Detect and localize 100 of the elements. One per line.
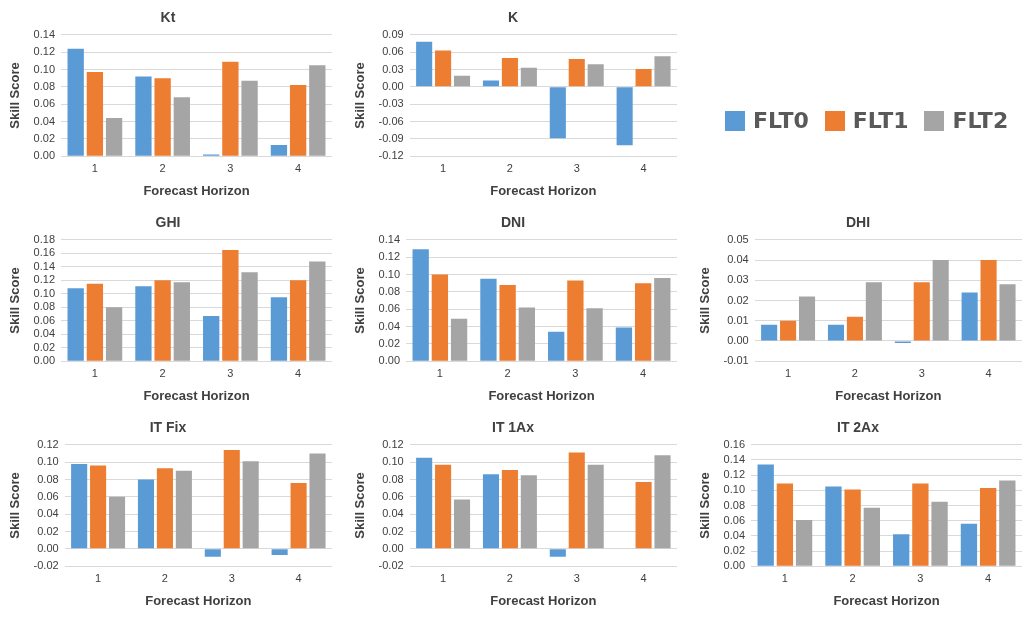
bar <box>912 483 929 566</box>
y-tick-label: 0.04 <box>378 319 401 332</box>
bar <box>654 56 671 87</box>
chart-title: Kt <box>160 9 176 26</box>
bar <box>501 469 518 549</box>
x-tick-label: 1 <box>781 571 788 584</box>
bar <box>416 457 433 549</box>
bar <box>67 288 84 361</box>
y-tick-label: -0.03 <box>378 97 404 110</box>
y-tick-label: 0.03 <box>727 273 749 286</box>
x-tick-label: 2 <box>849 571 856 584</box>
x-axis-title: Forecast Horizon <box>835 387 942 403</box>
chart-title: GHI <box>155 214 181 231</box>
y-axis-title: Skill Score <box>697 267 713 334</box>
bar <box>587 64 604 87</box>
bar <box>86 283 104 361</box>
bar <box>137 479 155 549</box>
y-tick-label: -0.02 <box>33 559 59 572</box>
y-tick-label: 0.18 <box>33 232 56 245</box>
bar <box>453 499 471 549</box>
y-tick-label: 0.00 <box>382 79 404 92</box>
bar <box>241 272 258 361</box>
y-tick-label: 0.04 <box>382 507 404 520</box>
bar <box>108 496 126 549</box>
y-tick-label: 0.12 <box>378 250 401 263</box>
bar <box>761 324 778 341</box>
bar <box>203 316 220 361</box>
y-tick-label: 0.00 <box>727 334 749 346</box>
bar <box>999 284 1016 341</box>
x-tick-label: 3 <box>573 161 580 174</box>
x-axis-title: Forecast Horizon <box>490 182 597 198</box>
bar <box>416 41 433 87</box>
y-tick-label: 0.14 <box>378 232 401 245</box>
bar <box>846 316 863 341</box>
x-tick-label: 1 <box>440 161 447 174</box>
y-tick-label: 0.08 <box>382 472 404 485</box>
x-tick-label: 1 <box>91 161 98 174</box>
bar <box>435 50 452 87</box>
bar <box>242 461 259 549</box>
y-tick-label: 0.02 <box>33 340 56 353</box>
bar <box>979 488 997 566</box>
bar <box>893 534 910 566</box>
y-tick-label: 0.02 <box>723 544 746 557</box>
y-tick-label: 0.02 <box>37 524 59 537</box>
bar <box>549 87 566 139</box>
bar <box>798 296 816 341</box>
bar <box>980 260 997 341</box>
bar <box>960 523 978 566</box>
y-axis-title: Skill Score <box>7 62 23 129</box>
y-axis-title: Skill Score <box>352 62 368 129</box>
x-tick-label: 2 <box>161 571 168 584</box>
y-tick-label: 0.00 <box>33 149 56 162</box>
y-tick-label: -0.01 <box>723 354 749 367</box>
x-tick-label: 3 <box>228 571 235 584</box>
y-tick-label: 0.04 <box>727 253 749 266</box>
chart-title: K <box>507 9 519 26</box>
x-axis-title: Forecast Horizon <box>143 182 250 198</box>
y-tick-label: 0.09 <box>382 27 404 40</box>
bar <box>412 249 429 361</box>
x-tick-label: 2 <box>504 366 511 379</box>
bar <box>827 324 845 341</box>
y-tick-label: 0.06 <box>37 489 59 502</box>
y-tick-label: 0.06 <box>382 489 404 502</box>
y-tick-label: 0.12 <box>33 273 56 286</box>
x-tick-label: 3 <box>917 571 924 584</box>
y-tick-label: 0.12 <box>33 45 56 58</box>
y-tick-label: 0.10 <box>33 62 56 75</box>
legend-label: FLT2 <box>952 108 1009 133</box>
x-tick-label: 3 <box>227 161 234 174</box>
bar <box>844 489 861 566</box>
chart-title: DNI <box>500 214 526 231</box>
bar <box>86 72 104 156</box>
bar <box>173 282 190 361</box>
y-axis-title: Skill Score <box>7 472 23 539</box>
y-tick-label: 0.14 <box>33 27 56 40</box>
bar <box>154 280 171 361</box>
x-tick-label: 2 <box>506 571 513 584</box>
bar <box>309 453 326 549</box>
bar <box>309 65 326 156</box>
bar <box>932 260 949 341</box>
bar <box>520 67 537 87</box>
y-tick-label: 0.02 <box>378 336 401 349</box>
y-tick-label: 0.08 <box>723 498 746 511</box>
y-tick-label: 0.00 <box>378 354 401 367</box>
x-tick-label: 4 <box>640 366 647 379</box>
x-axis-title: Forecast Horizon <box>490 592 597 608</box>
y-tick-label: 0.10 <box>37 455 59 468</box>
y-tick-label: 0.01 <box>727 313 749 326</box>
y-tick-label: 0.02 <box>727 293 749 306</box>
bar <box>135 286 152 361</box>
bar <box>567 280 584 361</box>
bar <box>568 59 585 87</box>
bar <box>453 75 471 87</box>
bar <box>615 327 633 361</box>
bar <box>757 464 774 566</box>
bar <box>635 482 652 549</box>
bar <box>780 320 797 341</box>
bar <box>568 452 585 549</box>
y-tick-label: 0.06 <box>723 513 746 526</box>
bar <box>482 80 500 87</box>
